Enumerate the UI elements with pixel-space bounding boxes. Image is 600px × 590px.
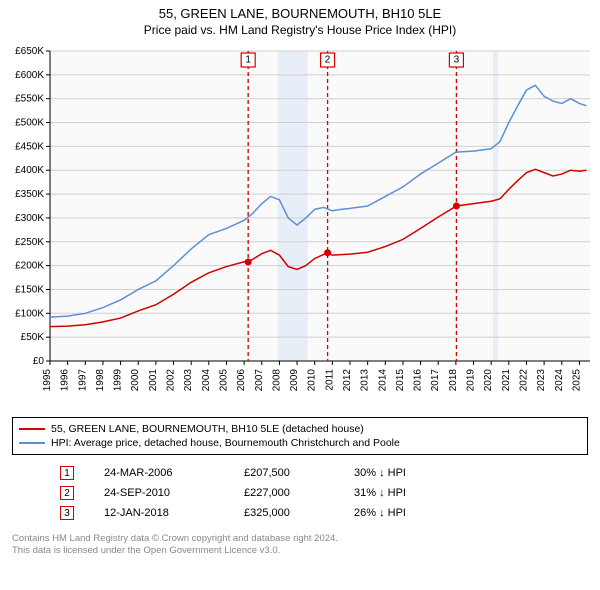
- title-block: 55, GREEN LANE, BOURNEMOUTH, BH10 5LE Pr…: [0, 0, 600, 41]
- svg-text:2003: 2003: [183, 369, 194, 392]
- sale-row: 2 24-SEP-2010 £227,000 31% ↓ HPI: [60, 483, 588, 503]
- svg-text:2018: 2018: [448, 369, 459, 392]
- svg-text:£200K: £200K: [15, 261, 44, 272]
- svg-text:£250K: £250K: [15, 237, 44, 248]
- svg-text:1995: 1995: [42, 369, 53, 392]
- chart-subtitle: Price paid vs. HM Land Registry's House …: [0, 23, 600, 37]
- svg-text:2014: 2014: [377, 369, 388, 392]
- sale-pct: 30% ↓ HPI: [354, 467, 454, 479]
- container: 55, GREEN LANE, BOURNEMOUTH, BH10 5LE Pr…: [0, 0, 600, 558]
- svg-text:£600K: £600K: [15, 70, 44, 81]
- footer-line2: This data is licensed under the Open Gov…: [12, 545, 588, 557]
- legend: 55, GREEN LANE, BOURNEMOUTH, BH10 5LE (d…: [12, 417, 588, 455]
- svg-text:2007: 2007: [254, 369, 265, 392]
- svg-text:2006: 2006: [236, 369, 247, 392]
- svg-text:1996: 1996: [60, 369, 71, 392]
- legend-label: 55, GREEN LANE, BOURNEMOUTH, BH10 5LE (d…: [51, 423, 364, 435]
- svg-text:2002: 2002: [166, 369, 177, 392]
- svg-text:£450K: £450K: [15, 141, 44, 152]
- svg-text:2017: 2017: [430, 369, 441, 392]
- svg-text:2001: 2001: [148, 369, 159, 392]
- legend-row: 55, GREEN LANE, BOURNEMOUTH, BH10 5LE (d…: [19, 422, 581, 436]
- svg-text:2000: 2000: [130, 369, 141, 392]
- svg-text:2: 2: [325, 55, 331, 66]
- svg-text:2011: 2011: [324, 369, 335, 391]
- sales-table: 1 24-MAR-2006 £207,500 30% ↓ HPI 2 24-SEP-201…: [60, 463, 588, 523]
- sale-pct: 31% ↓ HPI: [354, 487, 454, 499]
- sale-pct: 26% ↓ HPI: [354, 507, 454, 519]
- chart-svg: £0 £50K £100K £150K £200K £250K £300K £350K £400…: [0, 41, 600, 411]
- svg-text:2021: 2021: [501, 369, 512, 392]
- svg-text:2009: 2009: [289, 369, 300, 392]
- sale-date: 24-SEP-2010: [104, 487, 214, 499]
- svg-text:1998: 1998: [95, 369, 106, 392]
- svg-text:£50K: £50K: [21, 332, 45, 343]
- svg-text:2023: 2023: [536, 369, 547, 392]
- svg-text:£300K: £300K: [15, 213, 44, 224]
- legend-label: HPI: Average price, detached house, Bour…: [51, 437, 400, 449]
- svg-text:2008: 2008: [271, 369, 282, 392]
- svg-text:2022: 2022: [518, 369, 529, 392]
- svg-text:1997: 1997: [77, 369, 88, 392]
- svg-text:2016: 2016: [413, 369, 424, 392]
- svg-text:2013: 2013: [360, 369, 371, 392]
- footer-line1: Contains HM Land Registry data © Crown c…: [12, 533, 588, 545]
- svg-text:£100K: £100K: [15, 308, 44, 319]
- svg-text:£650K: £650K: [15, 46, 44, 57]
- legend-row: HPI: Average price, detached house, Bour…: [19, 436, 581, 450]
- svg-text:2004: 2004: [201, 369, 212, 392]
- svg-text:2015: 2015: [395, 369, 406, 392]
- svg-text:£400K: £400K: [15, 165, 44, 176]
- sale-marker-box: 3: [60, 506, 74, 520]
- sale-row: 3 12-JAN-2018 £325,000 26% ↓ HPI: [60, 503, 588, 523]
- svg-text:2020: 2020: [483, 369, 494, 392]
- sale-price: £207,500: [244, 467, 324, 479]
- svg-text:2019: 2019: [466, 369, 477, 392]
- sale-date: 12-JAN-2018: [104, 507, 214, 519]
- sale-row: 1 24-MAR-2006 £207,500 30% ↓ HPI: [60, 463, 588, 483]
- svg-text:£500K: £500K: [15, 118, 44, 129]
- chart-title: 55, GREEN LANE, BOURNEMOUTH, BH10 5LE: [0, 6, 600, 21]
- svg-text:2005: 2005: [218, 369, 229, 392]
- chart-area: £0 £50K £100K £150K £200K £250K £300K £350K £400…: [0, 41, 600, 411]
- sale-price: £227,000: [244, 487, 324, 499]
- svg-text:1999: 1999: [113, 369, 124, 392]
- sale-date: 24-MAR-2006: [104, 467, 214, 479]
- legend-swatch: [19, 442, 45, 444]
- svg-text:2025: 2025: [571, 369, 582, 392]
- svg-text:2010: 2010: [307, 369, 318, 392]
- svg-text:1: 1: [245, 55, 251, 66]
- sale-marker-box: 2: [60, 486, 74, 500]
- svg-text:£550K: £550K: [15, 94, 44, 105]
- footer: Contains HM Land Registry data © Crown c…: [12, 533, 588, 558]
- svg-text:2024: 2024: [554, 369, 565, 392]
- legend-swatch: [19, 428, 45, 430]
- svg-text:2012: 2012: [342, 369, 353, 392]
- sale-price: £325,000: [244, 507, 324, 519]
- svg-text:£150K: £150K: [15, 284, 44, 295]
- sale-marker-box: 1: [60, 466, 74, 480]
- svg-text:£0: £0: [33, 356, 45, 367]
- svg-text:£350K: £350K: [15, 189, 44, 200]
- svg-text:3: 3: [454, 55, 460, 66]
